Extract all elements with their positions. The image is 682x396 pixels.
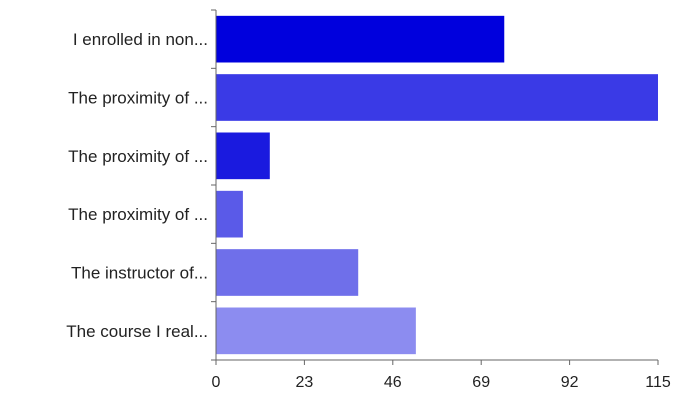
x-tick-label: 69 [472, 374, 490, 391]
bar-4 [216, 190, 243, 238]
bar-3 [216, 132, 270, 180]
bar-2 [216, 74, 658, 121]
category-labels-group: I enrolled in non... The proximity of ...… [66, 30, 208, 341]
x-axis-ticks-group: 0 23 46 69 92 115 [212, 360, 671, 391]
category-label-1: I enrolled in non... [73, 30, 208, 49]
x-tick-label: 23 [296, 374, 314, 391]
bar-6 [216, 307, 416, 355]
category-label-3: The proximity of ... [68, 147, 208, 166]
x-tick-label: 92 [561, 374, 579, 391]
x-tick-label: 0 [212, 374, 221, 391]
category-label-5: The instructor of... [71, 264, 208, 283]
y-axis-ticks-group [211, 9, 216, 361]
bars-group [216, 15, 658, 355]
bar-5 [216, 249, 359, 296]
category-label-4: The proximity of ... [68, 205, 208, 224]
x-tick-label: 46 [384, 374, 402, 391]
bar-1 [216, 15, 505, 63]
x-tick-label: 115 [645, 374, 671, 391]
category-label-2: The proximity of ... [68, 89, 208, 108]
category-label-6: The course I real... [66, 322, 208, 341]
